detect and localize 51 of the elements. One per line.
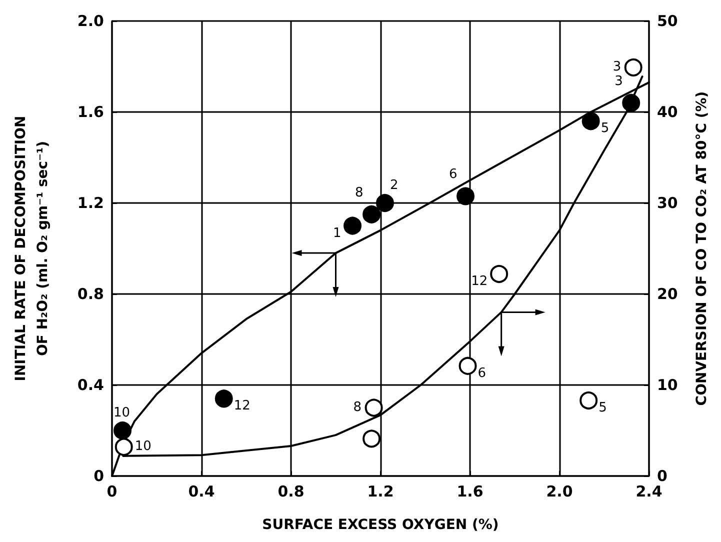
y-tick-label: 0.8 [77,285,104,303]
y2-tick-label: 50 [657,12,678,30]
point [364,398,383,417]
annotation: 6 [449,167,458,182]
annotation: 5 [600,121,610,136]
y-tick-label: 1.2 [77,194,104,212]
x-tick-label: 1.2 [367,482,394,500]
y2-tick-label: 10 [657,376,678,394]
x-tick-label: 0.4 [188,482,215,500]
annotation: 5 [598,400,607,416]
point [362,205,381,224]
x-tick-label: 2.0 [546,482,573,500]
annotation: 12 [234,398,250,414]
annotation: 3 [614,74,623,89]
point [490,264,508,283]
y-axis-title: INITIAL RATE OF DECOMPOSITION OF H₂O₂ (ml. O₂ gm⁻¹ sec⁻¹) [13,116,51,382]
x-tick-label: 2.4 [636,482,662,500]
point [458,356,477,375]
point [214,390,233,408]
y-tick-label: 1.6 [77,103,104,121]
point [580,391,598,410]
y-tick-label: 2.0 [77,12,104,30]
x-axis-title: SURFACE EXCESS OXYGEN (%) [262,517,499,533]
annotation: 2 [390,178,398,193]
y2-axis-title: CONVERSION OF CO TO CO₂ AT 80°C (%) [694,91,710,406]
annotation: 1 [333,226,342,241]
annotation: 10 [114,406,130,420]
point [622,94,640,112]
y-tick-label: 0.4 [77,376,104,394]
annotation: 3 [612,59,622,74]
x-tick-label: 0.8 [278,482,304,500]
annotation: 6 [478,366,486,381]
y2-tick-label: 40 [657,103,678,121]
annotation: 8 [355,185,364,200]
point [362,430,381,448]
y-tick-label: 0 [94,467,104,485]
point [114,422,132,440]
annotation: 8 [353,400,362,415]
y2-tick-label: 30 [657,194,678,212]
point [114,438,133,456]
point [456,187,475,206]
y2-tick-label: 0 [657,467,668,485]
x-tick-label: 0 [106,482,118,500]
annotation: 12 [471,274,488,289]
x-tick-label: 1.6 [456,482,484,500]
annotation: 10 [134,438,152,454]
point [376,194,394,212]
point [582,112,600,130]
point [344,216,362,235]
point [624,58,642,76]
y2-tick-label: 20 [657,285,678,303]
